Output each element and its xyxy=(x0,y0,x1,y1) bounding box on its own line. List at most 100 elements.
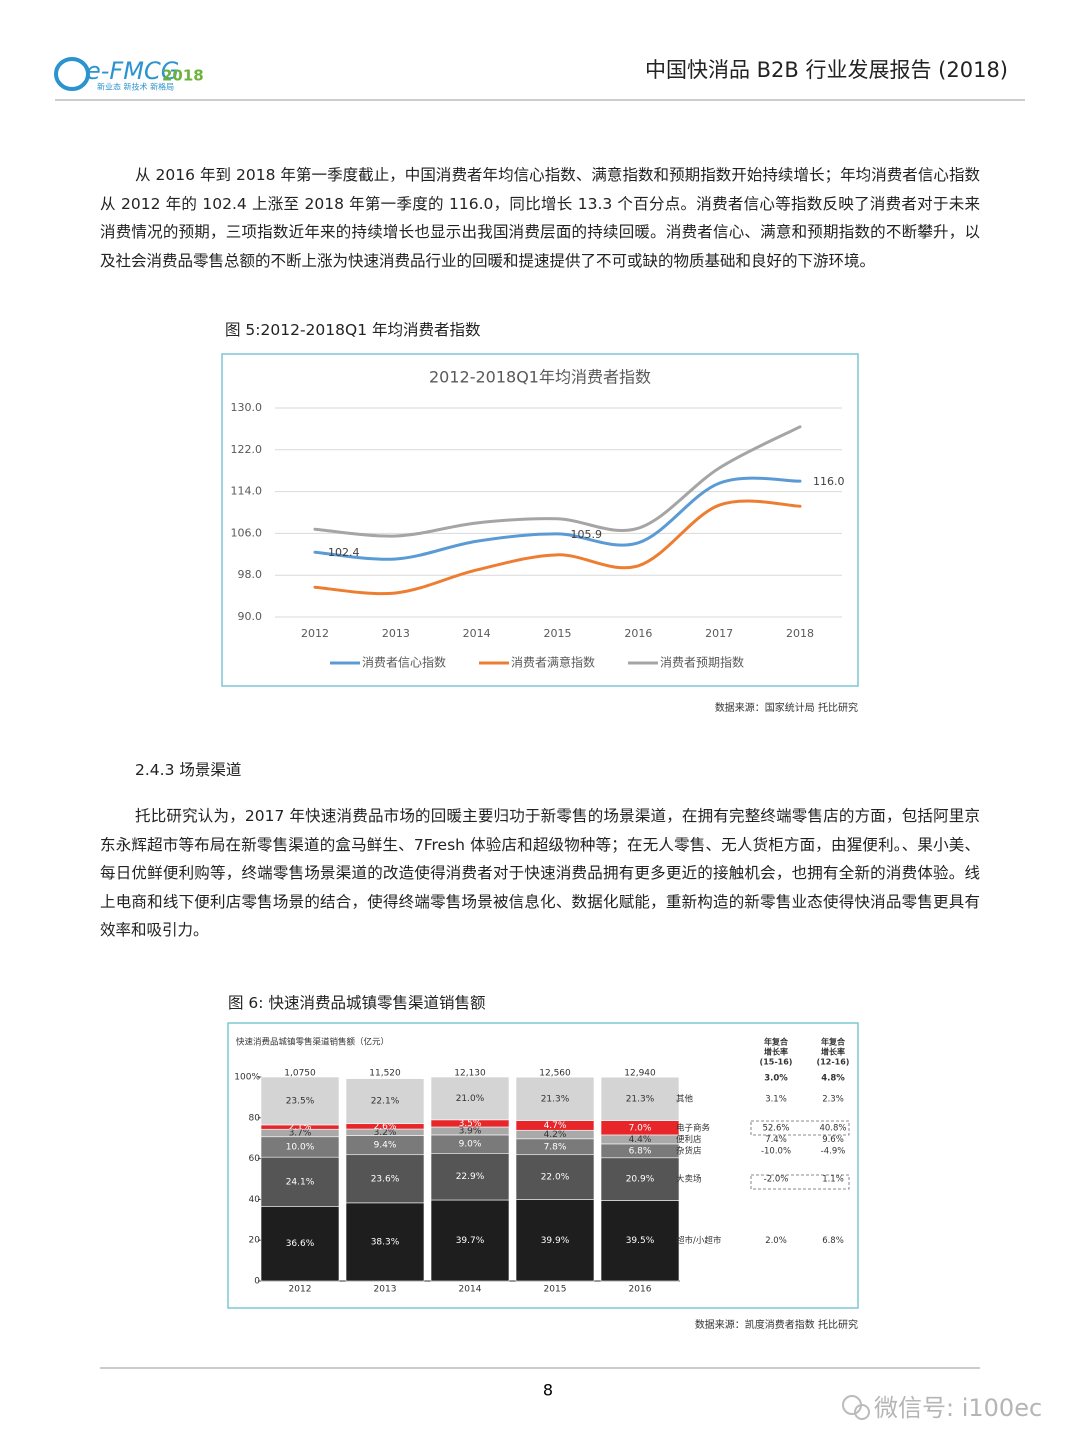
line-series xyxy=(313,425,802,538)
x-tick-label: 2016 xyxy=(629,1285,652,1295)
cagr-value: 1.1% xyxy=(822,1175,844,1185)
cagr-header: (15-16) xyxy=(760,1058,793,1067)
logo-mark xyxy=(54,57,90,91)
legend-label: 消费者信心指数 xyxy=(362,655,446,670)
line-series xyxy=(313,499,802,596)
x-tick-label: 2015 xyxy=(544,1285,567,1295)
data-label: 23.5% xyxy=(286,1096,315,1106)
data-label: 3.5% xyxy=(459,1119,482,1129)
total-label: 11,520 xyxy=(369,1069,401,1079)
x-tick-label: 2018 xyxy=(786,627,814,640)
data-label: 20.9% xyxy=(626,1175,655,1185)
legend-label: 电子商务 xyxy=(676,1122,711,1133)
figure-caption: 图 6: 快速消费品城镇零售渠道销售额 xyxy=(228,994,486,1012)
y-tick-label: 106.0 xyxy=(231,526,263,539)
data-label: 4.2% xyxy=(544,1130,567,1140)
y-tick-label: 60 xyxy=(249,1154,261,1164)
legend-label: 超市/小超市 xyxy=(676,1235,722,1246)
x-tick-label: 2015 xyxy=(544,627,572,640)
highlight-box xyxy=(750,1174,850,1190)
highlight-box xyxy=(750,1120,850,1136)
figure-caption: 图 5:2012-2018Q1 年均消费者指数 xyxy=(225,321,481,339)
data-label: 39.5% xyxy=(626,1236,655,1246)
data-label: 3.2% xyxy=(374,1128,397,1138)
data-label: 6.8% xyxy=(629,1146,652,1156)
data-label: 36.6% xyxy=(286,1239,315,1249)
paragraph: 从 2016 年到 2018 年第一季度截止，中国消费者年均信心指数、满意指数和… xyxy=(100,166,980,270)
cagr-value: -2.0% xyxy=(764,1175,789,1185)
chart-frame xyxy=(227,1022,859,1309)
section-heading: 2.4.3 场景渠道 xyxy=(135,761,242,779)
bar-segment xyxy=(260,1076,340,1126)
x-tick-label: 2017 xyxy=(705,627,733,640)
data-label: 2.6% xyxy=(374,1122,397,1132)
legend-label: 消费者满意指数 xyxy=(511,655,595,670)
chart-frame xyxy=(221,353,859,687)
data-label: 21.3% xyxy=(626,1094,655,1104)
data-label: 21.0% xyxy=(456,1094,485,1104)
y-tick-label: 114.0 xyxy=(231,485,263,498)
data-label: 21.3% xyxy=(541,1094,570,1104)
bar-segment xyxy=(600,1076,680,1121)
data-label: 2.1% xyxy=(289,1123,312,1133)
bar-segment xyxy=(600,1200,680,1282)
x-tick-label: 2016 xyxy=(624,627,652,640)
line-series xyxy=(313,476,802,561)
bar-segment xyxy=(260,1156,340,1207)
data-label: 39.7% xyxy=(456,1236,485,1246)
y-tick-label: 100% xyxy=(234,1073,260,1083)
cagr-header: 增长率 xyxy=(764,1047,788,1057)
cagr-total: 4.8% xyxy=(821,1074,845,1084)
logo-year: 2018 xyxy=(162,67,204,85)
bar-segment xyxy=(515,1076,595,1121)
x-tick-label: 2014 xyxy=(459,1285,482,1295)
data-label: 9.0% xyxy=(459,1140,482,1150)
x-tick-label: 2012 xyxy=(301,627,329,640)
y-tick-label: 90.0 xyxy=(238,610,263,623)
data-label: 4.4% xyxy=(629,1135,652,1145)
data-label: 9.4% xyxy=(374,1141,397,1151)
cagr-header: 年复合 xyxy=(821,1037,846,1047)
data-label: 24.1% xyxy=(286,1177,315,1187)
data-label: 38.3% xyxy=(371,1237,400,1247)
bar-segment xyxy=(430,1199,510,1282)
cagr-header: 年复合 xyxy=(764,1037,789,1047)
source-note: 数据来源：国家统计局 托比研究 xyxy=(714,703,858,714)
data-label: 4.7% xyxy=(544,1121,567,1131)
legend-label: 其他 xyxy=(676,1093,694,1104)
legend-label: 大卖场 xyxy=(676,1174,702,1185)
cagr-value: 6.8% xyxy=(822,1236,844,1246)
data-label: 10.0% xyxy=(286,1142,315,1152)
watermark: 微信号: i100ec xyxy=(874,1394,1042,1422)
bar-segment xyxy=(345,1202,425,1282)
y-tick-label: 40 xyxy=(249,1195,261,1205)
total-label: 1,0750 xyxy=(284,1069,316,1079)
bar-segment xyxy=(515,1154,595,1200)
cagr-total: 3.0% xyxy=(764,1074,788,1084)
cagr-header: 增长率 xyxy=(821,1047,845,1057)
data-label: 3.9% xyxy=(459,1126,482,1136)
bar-segment xyxy=(345,1078,425,1125)
bar-segment xyxy=(430,1076,510,1121)
data-label: 22.0% xyxy=(541,1173,570,1183)
cagr-value: 40.8% xyxy=(819,1123,846,1133)
y-tick-label: 122.0 xyxy=(231,443,263,456)
paragraph: 托比研究认为，2017 年快速消费品市场的回暖主要归功于新零售的场景渠道，在拥有… xyxy=(100,807,980,940)
legend-label: 消费者预期指数 xyxy=(660,655,744,670)
cagr-value: 2.3% xyxy=(822,1094,844,1104)
data-label: 39.9% xyxy=(541,1236,570,1246)
x-tick-label: 2012 xyxy=(289,1285,312,1295)
data-label: 7.8% xyxy=(544,1142,567,1152)
header-title: 中国快消品 B2B 行业发展报告 (2018) xyxy=(645,58,1008,82)
total-label: 12,560 xyxy=(539,1069,571,1079)
legend-label: 便利店 xyxy=(676,1134,702,1145)
bar-segment xyxy=(260,1206,340,1282)
bar-segment xyxy=(515,1199,595,1282)
bar-segment xyxy=(600,1157,680,1201)
x-tick-label: 2013 xyxy=(382,627,410,640)
chart-title: 2012-2018Q1年均消费者指数 xyxy=(429,368,651,387)
y-tick-label: 0 xyxy=(254,1277,260,1287)
source-note: 数据来源：凯度消费者指数 托比研究 xyxy=(694,1320,858,1331)
